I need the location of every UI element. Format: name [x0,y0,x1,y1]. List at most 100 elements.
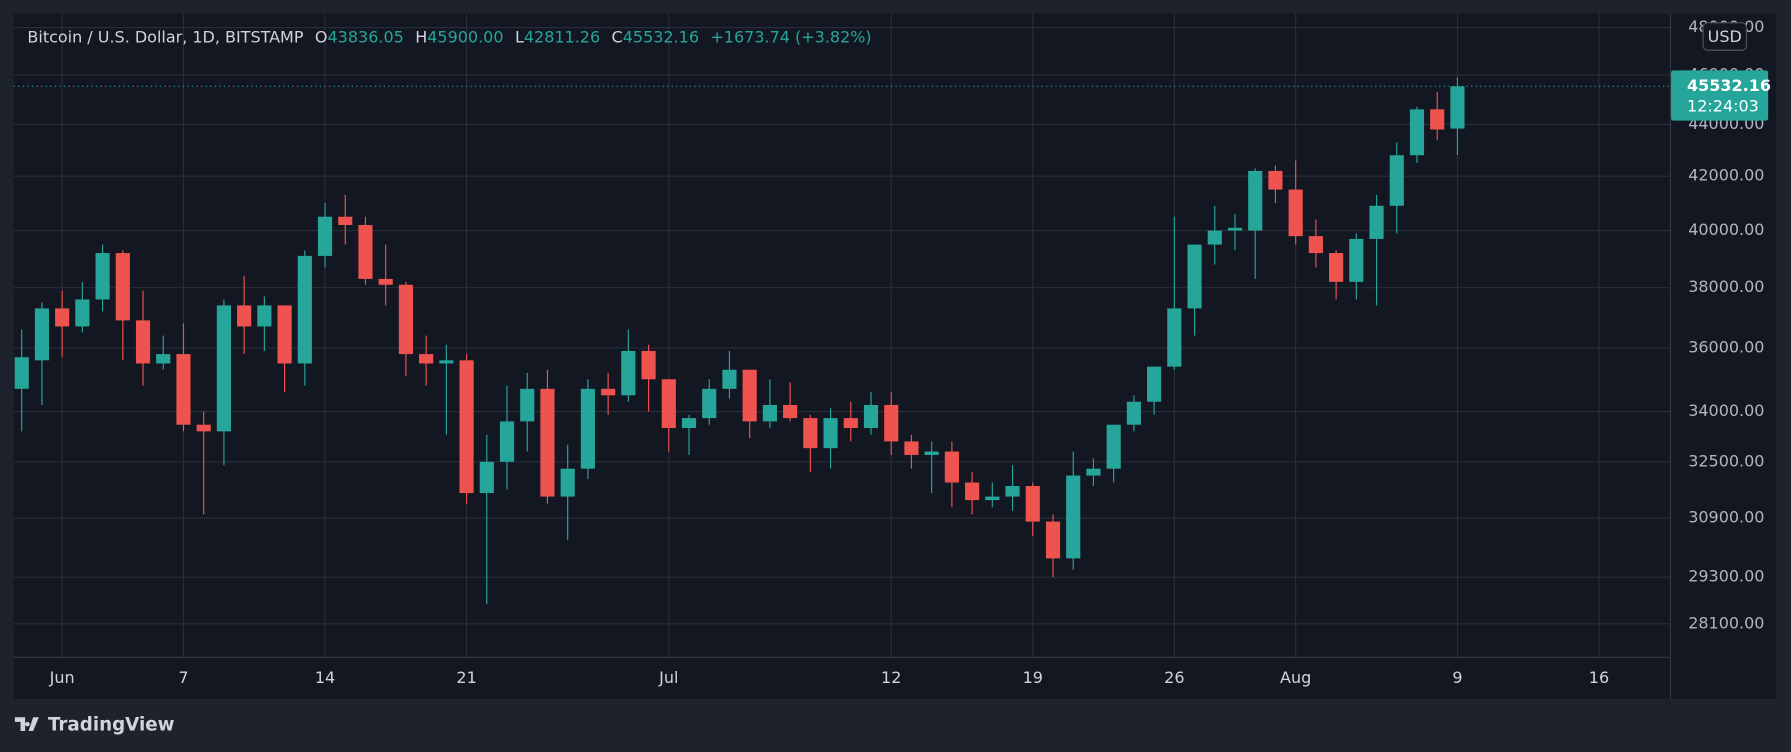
candle-body [1248,170,1263,231]
candle-body [317,216,333,256]
y-tick-label: 40000.00 [1688,220,1764,239]
x-tick-label: 16 [1589,668,1609,687]
candle-body [1389,155,1404,206]
candle-body [297,255,312,364]
candle-body [904,441,919,455]
legend-change: +1673.74 (+3.82%) [710,27,871,46]
candle-body [661,379,676,429]
candle-body [156,354,171,364]
legend-key: L [515,27,524,46]
candle-body [1450,86,1465,129]
candle-body [439,360,454,364]
legend-value: 42811.26 [524,27,600,46]
candle-body [823,418,838,449]
candle-body [1430,109,1445,130]
labels: 28100.00 29300.00 30900.00 32500.00 34000.00… [13,17,1771,687]
candle-body [1288,189,1303,237]
x-tick-label: Jun [49,668,75,687]
candle-body [580,388,595,469]
y-tick-label: 30900.00 [1688,507,1764,526]
candle-body [520,388,535,422]
currency-label: USD [1708,27,1742,46]
countdown: 12:24:03 [1687,96,1759,115]
candle-body [1268,170,1283,190]
candle-body [681,418,697,429]
candle-body [459,360,474,494]
brand-logo [14,717,39,731]
candle-body [1308,236,1323,254]
y-tick-label: 42000.00 [1688,166,1764,185]
legend-value: 45900.00 [427,27,503,46]
candle-body [1409,109,1425,156]
y-tick-label: 36000.00 [1688,337,1764,356]
candle-body [115,253,130,321]
candle-body [641,350,656,380]
brand: TradingView [14,714,175,735]
y-tick-label: 29300.00 [1688,567,1764,586]
candle-body [742,369,757,422]
x-tick-label: 26 [1164,668,1184,687]
candle-body [1329,253,1344,282]
candle-body [601,388,616,396]
x-tick-label: 7 [178,668,188,687]
candle-body [702,388,717,419]
candle-body [621,350,636,396]
candle-body [216,305,231,432]
candle-body [1086,468,1101,476]
candle-body [1227,227,1243,231]
x-tick-label: 14 [315,668,335,687]
candle-body [479,461,494,494]
candle-body [1045,521,1061,559]
candle-body [944,451,959,483]
candle-body [237,305,252,327]
candles [14,77,1465,605]
candle-body [1207,230,1222,245]
candle-body [34,308,50,361]
candle-body [1025,486,1040,522]
candle-body [1167,308,1182,367]
x-tick-label: 19 [1023,668,1043,687]
candle-body [95,253,110,300]
candle-body [14,357,29,389]
candle-body [378,278,393,285]
x-tick-label: 21 [456,668,476,687]
candle-body [55,308,70,327]
candle-body [985,496,1000,501]
candle-body [176,354,191,425]
candle-body [863,405,879,429]
candle-body [1147,366,1162,402]
candle-body [783,405,798,419]
candle-body [1005,486,1020,497]
legend-value: 43836.05 [328,27,404,46]
candle-body [419,354,434,364]
candle-body [762,405,777,422]
y-tick-label: 38000.00 [1688,277,1764,296]
candle-body [965,482,980,501]
x-tick-label: 12 [881,668,901,687]
candle-body [398,284,413,355]
candle-body [1106,424,1121,469]
candle-body [257,305,272,327]
candle-body [803,418,818,449]
currency-badge [1702,22,1748,51]
x-tick-label: 9 [1452,668,1462,687]
y-tick-label: 28100.00 [1688,613,1764,632]
candle-body [75,299,90,327]
candle-body [277,305,292,364]
legend: Bitcoin / U.S. Dollar, 1D, BITSTAMP O4383… [27,27,871,46]
candle-body [1349,238,1364,282]
candle-body [1066,475,1081,559]
candle-body [135,320,151,364]
x-tick-label: Aug [1280,668,1311,687]
y-tick-label: 34000.00 [1688,401,1764,420]
symbol-title: Bitcoin / U.S. Dollar, 1D, BITSTAMP [27,27,303,46]
candle-body [924,451,939,455]
brand-name: TradingView [48,714,175,735]
candle-body [1369,205,1384,239]
candle-body [540,388,555,497]
x-tick-label: Jul [658,668,678,687]
candle-body [843,418,858,429]
last-price-label: 45532.16 [1687,76,1771,95]
